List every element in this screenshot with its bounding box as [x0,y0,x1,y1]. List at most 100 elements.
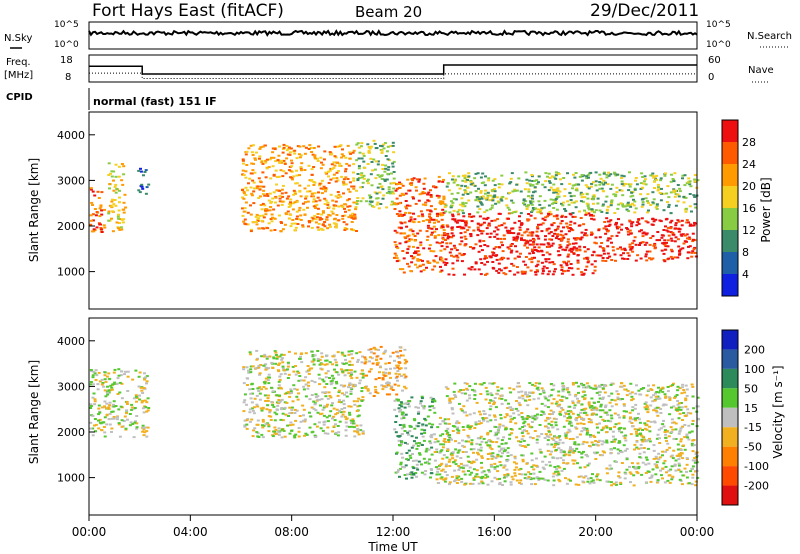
heatmap-cell [504,399,508,402]
heatmap-cell [435,448,439,451]
heatmap-cell [393,428,397,431]
heatmap-cell [578,210,581,213]
heatmap-cell [103,400,107,403]
heatmap-cell [673,395,677,398]
heatmap-cell [125,403,129,405]
heatmap-cell [393,383,397,386]
heatmap-cell [144,406,148,409]
heatmap-cell [656,479,660,482]
heatmap-cell [443,478,447,480]
heatmap-cell [682,201,686,204]
heatmap-cell [598,187,602,190]
heatmap-cell [498,268,501,271]
heatmap-cell [105,375,109,378]
heatmap-cell [347,386,350,389]
heatmap-cell [592,387,596,390]
heatmap-cell [290,162,294,165]
heatmap-cell [279,169,283,172]
heatmap-cell [535,438,539,441]
heatmap-cell [318,358,322,361]
heatmap-cell [478,229,482,232]
heatmap-cell [507,217,510,220]
heatmap-cell [667,435,671,438]
heatmap-cell [450,438,453,441]
heatmap-cell [343,207,346,210]
heatmap-cell [313,402,317,405]
heatmap-cell [313,434,317,437]
heatmap-cell [655,457,659,460]
heatmap-cell [336,191,340,193]
heatmap-cell [114,405,118,407]
heatmap-cell [259,180,262,183]
heatmap-cell [405,251,409,254]
heatmap-cell [582,440,586,443]
heatmap-cell [533,414,537,417]
heatmap-cell [524,473,528,476]
heatmap-cell [278,200,282,203]
heatmap-cell [572,173,575,176]
heatmap-cell [445,456,449,459]
heatmap-cell [482,382,486,384]
heatmap-cell [355,203,359,205]
heatmap-cell [524,242,528,245]
heatmap-cell [358,404,362,407]
heatmap-cell [402,425,406,428]
heatmap-cell [425,239,429,241]
heatmap-cell [303,418,307,421]
heatmap-cell [565,246,569,249]
heatmap-cell [290,159,293,162]
heatmap-cell [541,460,545,463]
heatmap-cell [620,174,624,177]
heatmap-cell [378,365,382,368]
heatmap-cell [512,461,516,464]
heatmap-cell [356,200,359,202]
heatmap-cell [641,201,645,204]
freq-label: Freq. [6,57,31,68]
heatmap-cell [394,243,398,246]
heatmap-cell [486,393,490,396]
heatmap-cell [638,427,642,430]
heatmap-cell [460,240,464,243]
heatmap-cell [445,262,449,264]
heatmap-cell [145,430,149,433]
heatmap-cell [594,387,598,390]
heatmap-cell [353,215,357,218]
heatmap-cell [616,396,620,399]
heatmap-cell [398,242,402,245]
heatmap-cell [442,454,446,457]
heatmap-cell [283,401,287,404]
heatmap-cell [279,373,283,376]
heatmap-cell [482,410,486,413]
heatmap-cell [634,179,637,182]
heatmap-cell [382,147,386,150]
heatmap-cell [286,365,290,368]
heatmap-cell [509,418,513,421]
heatmap-cell [601,387,605,390]
heatmap-cell [412,177,416,180]
heatmap-cell [540,250,544,253]
heatmap-cell [466,426,470,429]
heatmap-cell [569,220,573,223]
heatmap-cell [283,372,287,375]
heatmap-cell [295,174,299,177]
heatmap-cell [554,198,558,200]
heatmap-cell [674,459,678,462]
heatmap-cell [316,157,319,160]
heatmap-cell [430,231,434,234]
heatmap-cell [262,189,266,192]
heatmap-cell [660,474,663,477]
heatmap-cell [471,183,475,186]
heatmap-cell [537,250,541,253]
heatmap-cell [530,261,534,264]
heatmap-cell [295,157,299,160]
heatmap-cell [343,227,347,229]
heatmap-cell [552,446,556,449]
heatmap-cell [490,219,494,222]
heatmap-cell [598,209,602,212]
heatmap-cell [342,178,346,181]
heatmap-cell [669,231,673,234]
heatmap-cell [684,399,688,402]
heatmap-cell [550,238,554,241]
heatmap-cell [608,468,612,471]
heatmap-cell [510,212,514,215]
